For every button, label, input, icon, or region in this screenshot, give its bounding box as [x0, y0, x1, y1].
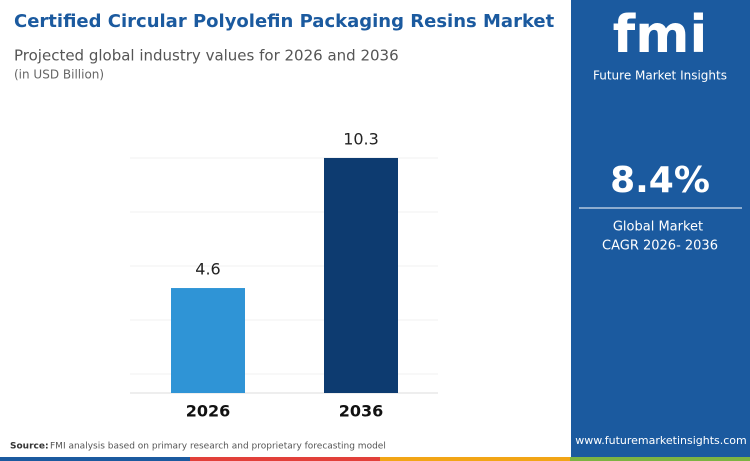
cagr-label: Global Market: [613, 220, 703, 235]
bar: [171, 288, 245, 393]
source-label: Source:: [10, 442, 49, 452]
stripe: [190, 457, 380, 461]
website: www.futuremarketinsights.com: [575, 434, 747, 447]
data-label: 4.6: [195, 260, 220, 279]
stripe: [570, 457, 750, 461]
x-tick-label: 2026: [186, 402, 231, 421]
stripe: [0, 457, 190, 461]
side-panel: [571, 0, 750, 461]
data-label: 10.3: [343, 129, 379, 148]
cagr-label: CAGR 2026- 2036: [602, 239, 718, 254]
cagr-value: 8.4%: [610, 160, 710, 201]
bar: [324, 157, 398, 393]
x-tick-label: 2036: [339, 402, 384, 421]
brand-name: Future Market Insights: [593, 69, 727, 83]
chart-title: Certified Circular Polyolefin Packaging …: [14, 11, 555, 32]
chart-subtitle: Projected global industry values for 202…: [14, 47, 399, 65]
logo: fmi: [613, 5, 708, 65]
unit-note: (in USD Billion): [14, 68, 104, 82]
stripe: [380, 457, 570, 461]
source-text: FMI analysis based on primary research a…: [50, 442, 386, 452]
